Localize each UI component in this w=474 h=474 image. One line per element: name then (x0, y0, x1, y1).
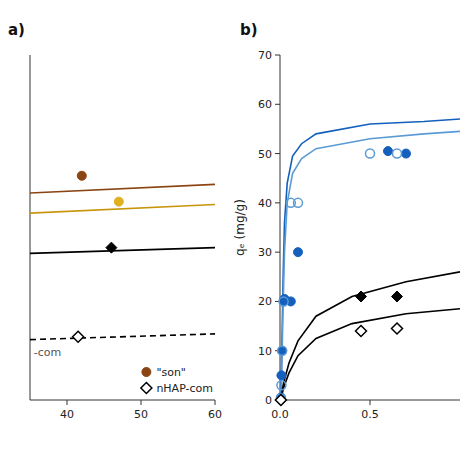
y-tick-label: 0 (265, 394, 272, 407)
point (279, 297, 288, 306)
point (294, 248, 303, 257)
line (30, 334, 215, 340)
point (392, 291, 403, 302)
line (30, 184, 215, 193)
point (275, 395, 286, 406)
line (280, 272, 460, 400)
y-tick-label: 30 (258, 246, 272, 259)
point (392, 323, 403, 334)
x-tick (215, 400, 216, 405)
y-tick (275, 202, 280, 203)
y-tick-label: 50 (258, 148, 272, 161)
y-tick (275, 55, 280, 56)
legend-marker (141, 383, 152, 394)
line (280, 131, 460, 399)
point (356, 291, 367, 302)
y-tick-label: 40 (258, 197, 272, 210)
point (114, 197, 123, 206)
panel: 40 50 60 a) -com "son" nHAP-com (8, 21, 222, 421)
line (280, 309, 460, 400)
x-tick (67, 400, 68, 405)
x-tick-label: 0.0 (271, 408, 289, 421)
point (277, 381, 286, 390)
y-tick-label: 70 (258, 49, 272, 62)
x-tick (141, 400, 142, 405)
annotation: -com (34, 346, 61, 359)
legend-marker (142, 368, 151, 377)
x-tick (370, 400, 371, 405)
point (73, 331, 84, 342)
legend-label: "son" (156, 366, 186, 379)
x-tick-label: 0.5 (361, 408, 379, 421)
y-tick-label: 20 (258, 295, 272, 308)
chart: 40 50 60 a) -com "son" nHAP-com 0.0 0.5 0 10 20 30 40… (0, 0, 474, 474)
point (277, 371, 286, 380)
lines (280, 119, 460, 400)
y-tick (275, 104, 280, 105)
points (73, 171, 124, 342)
x-tick-label: 50 (134, 408, 148, 421)
points (275, 147, 410, 406)
point (77, 171, 86, 180)
y-tick-label: 60 (258, 98, 272, 111)
x-tick-label: 60 (208, 408, 222, 421)
point (106, 242, 117, 253)
line (280, 119, 460, 399)
panel-title: a) (8, 21, 25, 39)
point (278, 346, 287, 355)
legend: "son" nHAP-com (141, 366, 213, 395)
point (366, 149, 375, 158)
point (356, 326, 367, 337)
x-axis (30, 400, 215, 401)
lines (30, 184, 215, 339)
line (30, 248, 215, 254)
point (384, 147, 393, 156)
point (275, 395, 286, 406)
legend-label: nHAP-com (156, 382, 213, 395)
point (393, 149, 402, 158)
y-tick (275, 252, 280, 253)
x-tick-label: 40 (60, 408, 74, 421)
y-tick-label: 10 (258, 345, 272, 358)
panel: 0.0 0.5 0 10 20 30 40 50 60 70 qₑ (mg/g) b) (233, 21, 460, 421)
point (278, 346, 287, 355)
point (402, 149, 411, 158)
y-tick (275, 153, 280, 154)
panel-title: b) (240, 21, 258, 39)
point (294, 198, 303, 207)
y-axis (30, 55, 31, 400)
line (30, 205, 215, 214)
y-axis-label: qₑ (mg/g) (233, 199, 247, 256)
